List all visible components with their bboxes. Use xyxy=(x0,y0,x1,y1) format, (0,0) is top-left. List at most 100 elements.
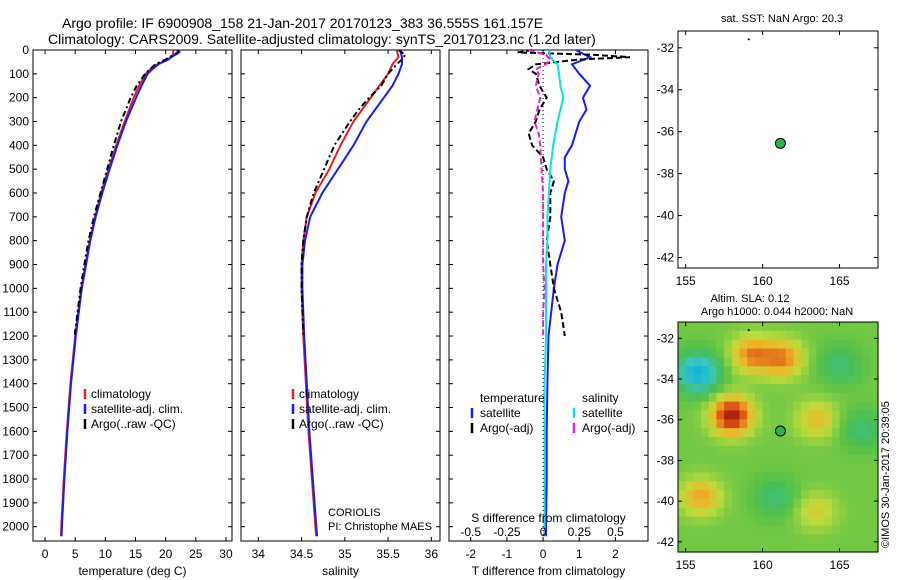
sla-cell xyxy=(693,472,702,482)
sla_map-ytick-label: -34 xyxy=(657,372,675,386)
sla-cell xyxy=(793,507,802,518)
sla-cell xyxy=(693,463,702,473)
sla-cell xyxy=(731,339,741,350)
sla-cell xyxy=(754,454,764,465)
sla-cell xyxy=(762,481,771,491)
sla-cell xyxy=(770,383,779,394)
sla-cell xyxy=(778,366,787,376)
sla-cell xyxy=(778,525,787,535)
sla_map-xtick-label: 155 xyxy=(676,558,696,572)
sla-cell xyxy=(747,401,756,412)
sla-cell xyxy=(754,534,764,544)
figure-title-line1: Argo profile: IF 6900908_158 21-Jan-2017… xyxy=(62,15,544,31)
depth-tick-label: 600 xyxy=(9,186,29,200)
sla-cell xyxy=(801,534,810,544)
sla-cell xyxy=(793,330,802,341)
sla-cell xyxy=(801,437,810,447)
sla-cell xyxy=(785,490,794,500)
sla-cell xyxy=(678,401,687,412)
sla-cell xyxy=(870,445,879,456)
salinity-xtick-label: 35.5 xyxy=(376,547,400,561)
sla-cell xyxy=(831,348,841,358)
sla-cell xyxy=(708,392,718,403)
sla-cell xyxy=(831,445,841,456)
sla-cell xyxy=(793,463,802,473)
sla-cell xyxy=(716,516,725,527)
sla-cell xyxy=(685,383,694,394)
sla-cell xyxy=(847,419,856,429)
depth-tick-label: 1200 xyxy=(2,329,29,343)
sla-cell xyxy=(762,525,771,535)
sla-cell xyxy=(724,437,733,447)
sla-cell xyxy=(870,419,879,429)
sla-cell xyxy=(701,472,710,482)
sla-cell xyxy=(731,463,741,473)
sla-cell xyxy=(862,401,871,412)
sla-cell xyxy=(801,375,810,385)
sla-cell xyxy=(816,525,825,535)
sla-cell xyxy=(870,481,879,491)
salinity-diff-tick-label: 0.25 xyxy=(568,525,592,539)
sla-cell xyxy=(747,339,756,350)
sla-cell xyxy=(685,419,694,429)
difference-xtick-label: 0 xyxy=(540,547,547,561)
sla-cell xyxy=(739,375,748,385)
sla-cell xyxy=(770,507,779,518)
sla-cell xyxy=(831,543,841,553)
sla-cell xyxy=(801,419,810,429)
sla-cell xyxy=(724,357,733,367)
sla-cell xyxy=(808,490,818,500)
sla-cell xyxy=(701,330,710,341)
sla-cell xyxy=(716,330,725,341)
sla-cell xyxy=(778,516,787,527)
sla-cell xyxy=(716,428,725,438)
sla-cell xyxy=(770,490,779,500)
sla-cell xyxy=(854,339,864,350)
sla-cell xyxy=(754,445,764,456)
sla-cell xyxy=(685,454,694,465)
depth-tick-label: 900 xyxy=(9,258,29,272)
sla-cell xyxy=(739,339,748,350)
sla-cell xyxy=(770,525,779,535)
sla-cell xyxy=(808,392,818,403)
depth-tick-label: 1500 xyxy=(2,401,29,415)
sla-cell xyxy=(862,392,871,403)
sla-cell xyxy=(754,375,764,385)
sla-cell xyxy=(824,463,833,473)
sla-cell xyxy=(862,454,871,465)
sla-cell xyxy=(754,322,764,332)
argo-position-marker xyxy=(774,425,786,437)
sla-cell xyxy=(816,463,825,473)
sla-cell xyxy=(701,375,710,385)
sla-cell xyxy=(731,525,741,535)
sla-cell xyxy=(708,498,718,509)
sla-cell xyxy=(862,525,871,535)
sla-cell xyxy=(824,507,833,518)
sla-cell xyxy=(839,330,848,341)
sla-cell xyxy=(793,437,802,447)
sla-cell xyxy=(731,322,741,332)
sla-cell xyxy=(839,472,848,482)
sla-cell xyxy=(754,330,764,341)
sla-cell xyxy=(770,330,779,341)
sla-cell xyxy=(793,419,802,429)
sla-cell xyxy=(685,330,694,341)
sla-cell xyxy=(724,507,733,518)
sla-cell xyxy=(862,463,871,473)
sla-cell xyxy=(701,348,710,358)
sla-cell xyxy=(754,463,764,473)
sla-cell xyxy=(770,410,779,420)
sla-cell xyxy=(839,463,848,473)
depth-tick-label: 100 xyxy=(9,67,29,81)
sla-cell xyxy=(847,507,856,518)
sla-cell xyxy=(808,472,818,482)
sla-cell xyxy=(762,392,771,403)
sla-cell xyxy=(708,410,718,420)
sla-cell xyxy=(831,437,841,447)
sla-cell xyxy=(785,472,794,482)
sla-cell xyxy=(801,481,810,491)
sla-cell xyxy=(747,437,756,447)
sla-cell xyxy=(847,445,856,456)
sla-cell xyxy=(678,445,687,456)
sla-cell xyxy=(747,428,756,438)
